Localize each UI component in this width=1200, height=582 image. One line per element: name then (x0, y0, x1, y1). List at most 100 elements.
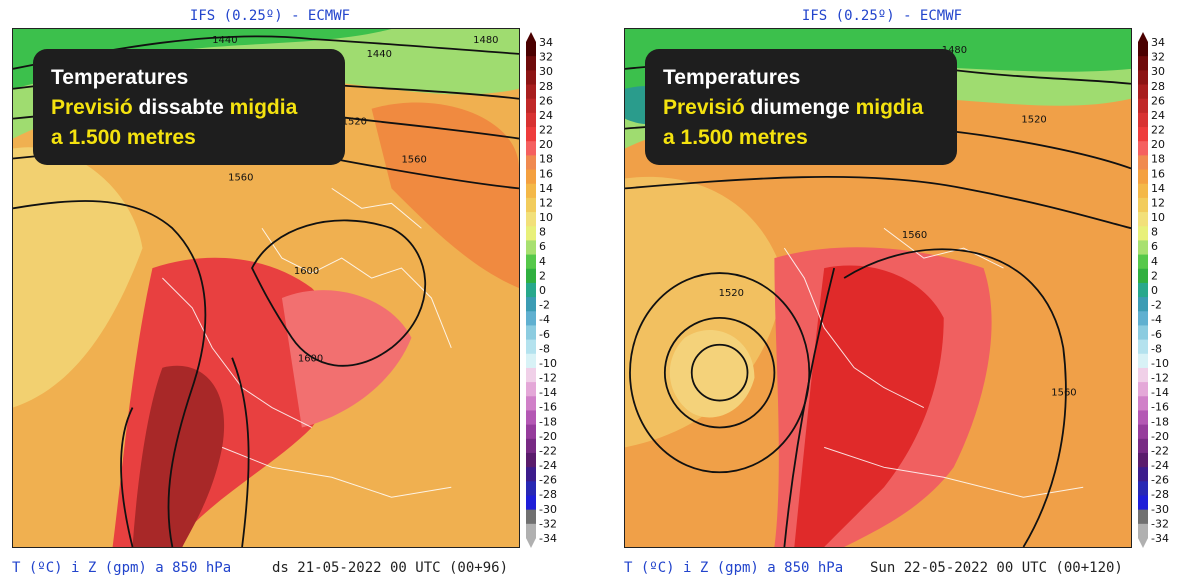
colorbar-tick-label: 14 (1151, 182, 1165, 195)
colorbar-swatch (1138, 424, 1148, 440)
colorbar-tick-label: -18 (539, 415, 557, 428)
caption-line-1: Temperatures (51, 66, 189, 89)
colorbar-tick-label: 8 (1151, 226, 1158, 239)
colorbar-swatch (1138, 112, 1148, 128)
colorbar-swatch (1138, 70, 1148, 86)
contour-label: 1600 (294, 266, 319, 277)
colorbar-tick-label: 14 (539, 182, 553, 195)
colorbar-tick-label: 24 (1151, 109, 1165, 122)
colorbar-arrow-bottom (1138, 538, 1148, 548)
colorbar-swatch (526, 141, 536, 156)
footer-variable: T (ºC) i Z (gpm) a 850 hPa (624, 560, 844, 576)
colorbar-arrow-top (526, 32, 536, 42)
colorbar-tick-label: 26 (539, 94, 553, 107)
colorbar-tick-label: 28 (539, 80, 553, 93)
colorbar-swatch (526, 212, 536, 227)
colorbar-swatch (1138, 56, 1148, 71)
colorbar-tick-label: -10 (1151, 357, 1169, 370)
colorbar-swatch (526, 282, 536, 298)
colorbar-tick-label: 34 (1151, 36, 1165, 49)
colorbar-tick-label: 0 (1151, 284, 1158, 297)
colorbar-tick-label: -12 (1151, 372, 1169, 385)
colorbar-tick-label: -20 (539, 430, 557, 443)
colorbar-tick-label: -14 (539, 386, 557, 399)
colorbar-tick-label: 30 (1151, 65, 1165, 78)
colorbar-swatch (526, 183, 536, 199)
colorbar-swatch (1138, 282, 1148, 298)
colorbar-swatch (526, 268, 536, 284)
caption-line-3: a 1.500 metres (663, 126, 808, 149)
temperature-map-saturday: 1440 1440 1480 1520 1560 1560 1600 1600 … (12, 28, 520, 548)
colorbar-tick-label: 16 (1151, 167, 1165, 180)
colorbar-tick-label: 26 (1151, 94, 1165, 107)
colorbar-tick-label: -24 (1151, 459, 1169, 472)
colorbar-tick-label: -34 (1151, 532, 1169, 545)
colorbar-swatch (1138, 226, 1148, 241)
colorbar-tick-label: 4 (1151, 255, 1158, 268)
colorbar-swatch (526, 112, 536, 128)
colorbar-swatch (526, 98, 536, 114)
colorbar-swatch (1138, 169, 1148, 185)
colorbar-tick-label: -4 (539, 313, 550, 326)
colorbar-tick-label: 20 (539, 138, 553, 151)
colorbar-tick-label: -10 (539, 357, 557, 370)
colorbar-swatch (526, 297, 536, 312)
colorbar-swatch (1138, 438, 1148, 454)
colorbar-tick-label: -26 (1151, 474, 1169, 487)
footer-date: Sun 22-05-2022 00 UTC (00+120) (870, 560, 1123, 576)
colorbar-swatch (526, 424, 536, 440)
colorbar-swatch (1138, 325, 1148, 341)
colorbar-tick-label: 18 (1151, 153, 1165, 166)
colorbar-svg: 3432302826242220181614121086420-2-4-6-8-… (1138, 32, 1169, 548)
colorbar-tick-label: 12 (539, 196, 553, 209)
colorbar-tick-label: 28 (1151, 80, 1165, 93)
left-forecast-panel: IFS (0.25º) - ECMWF (0, 0, 560, 582)
contour-label: 1560 (228, 172, 253, 183)
colorbar-tick-label: 12 (1151, 196, 1165, 209)
colorbar-tick-label: -24 (539, 459, 557, 472)
colorbar-swatch (1138, 240, 1148, 256)
colorbar-tick-label: 6 (539, 240, 546, 253)
colorbar-swatch (526, 438, 536, 454)
colorbar-swatch (526, 396, 536, 411)
colorbar-swatch (526, 56, 536, 71)
colorbar-swatch (1138, 212, 1148, 227)
colorbar-tick-label: 22 (1151, 124, 1165, 137)
colorbar-swatch (526, 367, 536, 383)
colorbar-swatch (526, 353, 536, 369)
colorbar-swatch (1138, 353, 1148, 369)
colorbar-tick-label: 30 (539, 65, 553, 78)
model-title: IFS (0.25º) - ECMWF (189, 8, 351, 24)
colorbar-tick-label: -2 (539, 299, 550, 312)
colorbar-swatch (1138, 509, 1148, 525)
colorbar-swatch (1138, 254, 1148, 270)
colorbar-tick-label: 24 (539, 109, 553, 122)
colorbar-tick-label: -30 (1151, 503, 1169, 516)
contour-label: 1520 (1021, 115, 1046, 126)
colorbar-swatch (526, 240, 536, 256)
colorbar-tick-label: -8 (539, 342, 550, 355)
colorbar-tick-label: 2 (1151, 269, 1158, 282)
forecast-caption: Temperatures Previsió dissabte migdia a … (33, 49, 345, 165)
colorbar-swatch (526, 325, 536, 341)
colorbar-swatch (526, 155, 536, 171)
colorbar-swatch (1138, 452, 1148, 468)
colorbar-swatch (526, 382, 536, 397)
colorbar-swatch (1138, 339, 1148, 355)
temperature-colorbar: 34 32 30 28 26 24 22 20 18 16 14 12 10 8 6 4 2 0 -2 -4 -6 -8-… (526, 32, 566, 548)
contour-label: 1480 (942, 45, 967, 56)
colorbar-tick-label: -32 (539, 517, 557, 530)
contour-label: 1440 (212, 35, 237, 46)
forecast-caption: Temperatures Previsió diumenge migdia a … (645, 49, 957, 165)
colorbar-swatch (1138, 382, 1148, 397)
caption-line-2: Previsió dissabte migdia (51, 96, 298, 119)
colorbar-swatch (526, 467, 536, 482)
contour-labels: 1480 1520 1520 1560 1560 (719, 45, 1077, 399)
colorbar-tick-label: 8 (539, 226, 546, 239)
footer-date: ds 21-05-2022 00 UTC (00+96) (272, 560, 509, 576)
colorbar-swatch (526, 42, 536, 57)
colorbar-tick-label: -14 (1151, 386, 1169, 399)
colorbar-tick-label: -4 (1151, 313, 1162, 326)
colorbar-tick-label: -16 (1151, 401, 1169, 414)
colorbar-swatch (526, 254, 536, 270)
